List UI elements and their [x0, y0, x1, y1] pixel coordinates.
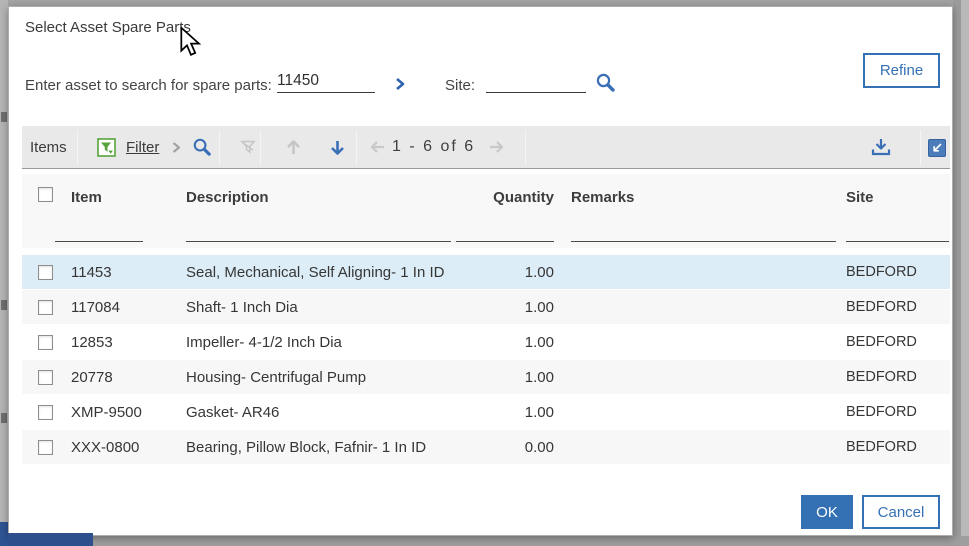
table-search-icon[interactable] [192, 126, 212, 168]
download-icon[interactable] [870, 126, 892, 168]
row-checkbox[interactable] [38, 300, 53, 315]
site-input[interactable] [486, 69, 586, 93]
cell-item: 117084 [71, 299, 120, 316]
column-header-item[interactable]: Item [71, 189, 102, 206]
site-search-icon[interactable] [595, 72, 616, 93]
pagination-label: 1 - 6 of 6 [392, 138, 476, 155]
table-header: Item Description Quantity Remarks Site [22, 174, 950, 248]
cell-item: 12853 [71, 334, 113, 351]
filter-field-site[interactable] [846, 241, 949, 242]
row-checkbox[interactable] [38, 440, 53, 455]
items-label: Items [30, 138, 67, 156]
cell-description: Bearing, Pillow Block, Fafnir- 1 In ID [186, 439, 427, 456]
previous-row-icon [284, 126, 303, 168]
cancel-button[interactable]: Cancel [862, 495, 940, 529]
column-header-site[interactable]: Site [846, 189, 874, 206]
table-row[interactable]: XXX-0800 Bearing, Pillow Block, Fafnir- … [22, 430, 950, 465]
cell-quantity: 0.00 [524, 439, 554, 456]
toolbar-separator [260, 130, 261, 165]
dialog-title: Select Asset Spare Parts [25, 19, 191, 36]
cell-item: 11453 [71, 264, 112, 281]
filter-link[interactable]: Filter [126, 138, 160, 156]
filter-field-description[interactable] [186, 241, 451, 242]
cell-description: Shaft- 1 Inch Dia [186, 299, 298, 316]
row-checkbox[interactable] [38, 265, 53, 280]
mouse-cursor-icon [180, 27, 202, 56]
row-checkbox[interactable] [38, 335, 53, 350]
toolbar-separator [525, 130, 526, 165]
cell-item: XXX-0800 [71, 439, 140, 456]
filter-field-quantity[interactable] [456, 241, 554, 242]
table-row[interactable]: XMP-9500 Gasket- AR46 1.00 BEDFORD [22, 395, 950, 430]
background-page-right [953, 0, 969, 546]
cell-description: Housing- Centrifugal Pump [186, 369, 367, 386]
background-fragment [1, 300, 7, 310]
cell-item: 20778 [71, 369, 113, 386]
cell-site: BEDFORD [846, 264, 917, 280]
cell-site: BEDFORD [846, 404, 917, 420]
refine-button[interactable]: Refine [863, 53, 940, 88]
table-row[interactable]: 117084 Shaft- 1 Inch Dia 1.00 BEDFORD [22, 290, 950, 325]
asset-search-label: Enter asset to search for spare parts: [25, 77, 272, 94]
asset-detail-menu-icon[interactable] [395, 77, 405, 91]
row-checkbox[interactable] [38, 405, 53, 420]
column-header-remarks[interactable]: Remarks [571, 189, 635, 206]
toolbar-separator [356, 130, 357, 165]
open-filter-chevron-icon[interactable] [172, 126, 181, 168]
column-header-quantity[interactable]: Quantity [493, 189, 554, 206]
table-body: 11453 Seal, Mechanical, Self Aligning- 1… [22, 255, 950, 465]
filter-field-item[interactable] [55, 241, 143, 242]
background-page-top [0, 0, 969, 6]
table-row[interactable]: 11453 Seal, Mechanical, Self Aligning- 1… [22, 255, 950, 290]
row-checkbox[interactable] [38, 370, 53, 385]
ok-button[interactable]: OK [801, 495, 853, 529]
select-asset-spare-parts-dialog: Select Asset Spare Parts Enter asset to … [8, 6, 953, 536]
cell-site: BEDFORD [846, 334, 917, 350]
cell-site: BEDFORD [846, 299, 917, 315]
background-blue-bar [0, 522, 8, 546]
next-page-icon [488, 126, 506, 168]
filter-link-wrap: Filter [126, 126, 159, 168]
background-fragment [1, 413, 7, 423]
table-row[interactable]: 12853 Impeller- 4-1/2 Inch Dia 1.00 BEDF… [22, 325, 950, 360]
cell-quantity: 1.00 [524, 264, 554, 281]
cell-description: Gasket- AR46 [186, 404, 280, 421]
background-fragment [1, 112, 7, 122]
cell-quantity: 1.00 [524, 369, 554, 386]
toolbar-separator [219, 130, 220, 165]
clear-filter-icon [239, 126, 257, 168]
table-row[interactable]: 20778 Housing- Centrifugal Pump 1.00 BED… [22, 360, 950, 395]
filter-define-icon[interactable] [97, 126, 116, 168]
column-header-description[interactable]: Description [186, 189, 269, 206]
cell-item: XMP-9500 [71, 404, 142, 421]
collapse-table-icon[interactable] [928, 139, 946, 157]
background-page-bottom [0, 536, 969, 546]
background-page-left [0, 0, 8, 546]
select-all-checkbox[interactable] [38, 187, 53, 202]
toolbar-separator [77, 130, 78, 165]
cell-description: Impeller- 4-1/2 Inch Dia [186, 334, 342, 351]
previous-page-icon [368, 126, 386, 168]
site-label: Site: [445, 77, 476, 94]
cell-quantity: 1.00 [524, 334, 554, 351]
background-blue-button [8, 533, 93, 546]
cell-quantity: 1.00 [524, 404, 554, 421]
cell-quantity: 1.00 [524, 299, 554, 316]
cell-description: Seal, Mechanical, Self Aligning- 1 In ID [186, 264, 445, 281]
filter-field-remarks[interactable] [571, 241, 836, 242]
table-toolbar: Items Filter [22, 126, 950, 169]
asset-search-input[interactable] [277, 69, 375, 93]
toolbar-separator [920, 130, 921, 165]
cell-site: BEDFORD [846, 369, 917, 385]
cell-site: BEDFORD [846, 439, 917, 455]
next-row-icon[interactable] [328, 126, 347, 168]
